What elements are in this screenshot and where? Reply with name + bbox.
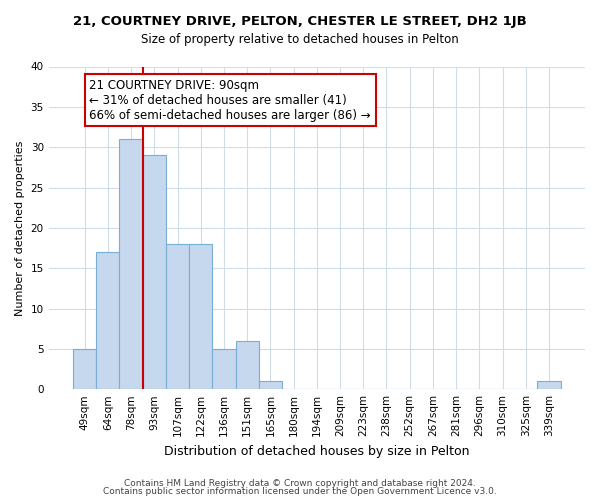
- Text: 21 COURTNEY DRIVE: 90sqm
← 31% of detached houses are smaller (41)
66% of semi-d: 21 COURTNEY DRIVE: 90sqm ← 31% of detach…: [89, 78, 371, 122]
- Text: Size of property relative to detached houses in Pelton: Size of property relative to detached ho…: [141, 32, 459, 46]
- Bar: [538, 381, 560, 389]
- Bar: [236, 341, 259, 389]
- X-axis label: Distribution of detached houses by size in Pelton: Distribution of detached houses by size …: [164, 444, 470, 458]
- Bar: [73, 349, 96, 389]
- Bar: [143, 155, 166, 389]
- Text: 21, COURTNEY DRIVE, PELTON, CHESTER LE STREET, DH2 1JB: 21, COURTNEY DRIVE, PELTON, CHESTER LE S…: [73, 15, 527, 28]
- Bar: [119, 139, 143, 389]
- Text: Contains HM Land Registry data © Crown copyright and database right 2024.: Contains HM Land Registry data © Crown c…: [124, 478, 476, 488]
- Y-axis label: Number of detached properties: Number of detached properties: [15, 140, 25, 316]
- Bar: [259, 381, 282, 389]
- Bar: [212, 349, 236, 389]
- Bar: [189, 244, 212, 389]
- Bar: [96, 252, 119, 389]
- Bar: [166, 244, 189, 389]
- Text: Contains public sector information licensed under the Open Government Licence v3: Contains public sector information licen…: [103, 487, 497, 496]
